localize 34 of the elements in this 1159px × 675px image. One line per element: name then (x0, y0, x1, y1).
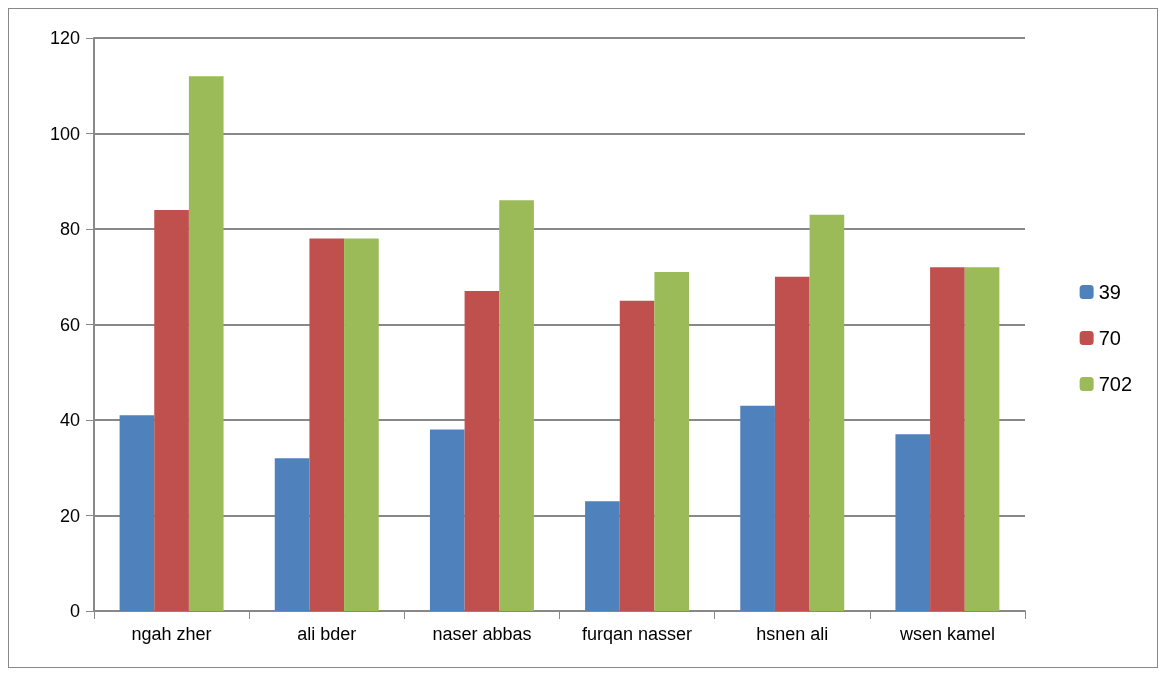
x-tick-label: ali bder (297, 624, 357, 644)
bar (895, 434, 931, 611)
bar (344, 238, 379, 611)
y-tick-label: 100 (49, 123, 80, 144)
bar (154, 209, 189, 611)
bar (188, 76, 224, 611)
legend-label: 702 (1098, 373, 1133, 395)
x-tick-label: hsnen ali (756, 624, 829, 644)
bar (429, 429, 465, 611)
bar (964, 267, 1000, 611)
x-tick-label: ngah zher (131, 624, 212, 644)
bar (464, 291, 500, 611)
legend-label: 70 (1098, 327, 1121, 349)
legend-label: 39 (1098, 281, 1121, 303)
y-tick-label: 20 (59, 505, 80, 526)
y-tick-label: 40 (59, 410, 80, 430)
bar (274, 458, 310, 611)
bar (740, 405, 775, 611)
x-tick-label: furqan nasser (582, 624, 693, 644)
bar (585, 501, 620, 611)
x-tick-label: naser abbas (432, 624, 532, 644)
y-tick-label: 60 (59, 314, 80, 335)
bar (619, 300, 655, 611)
bar (119, 415, 155, 611)
bar (809, 214, 845, 611)
bar (654, 271, 690, 611)
bar (774, 276, 810, 611)
y-tick-label: 0 (69, 601, 80, 621)
x-tick-label: wsen kamel (898, 624, 995, 644)
y-tick-label: 80 (59, 219, 80, 239)
y-tick-label: 120 (49, 28, 80, 48)
bar (309, 238, 345, 611)
bar (499, 200, 534, 611)
bar (930, 267, 965, 611)
